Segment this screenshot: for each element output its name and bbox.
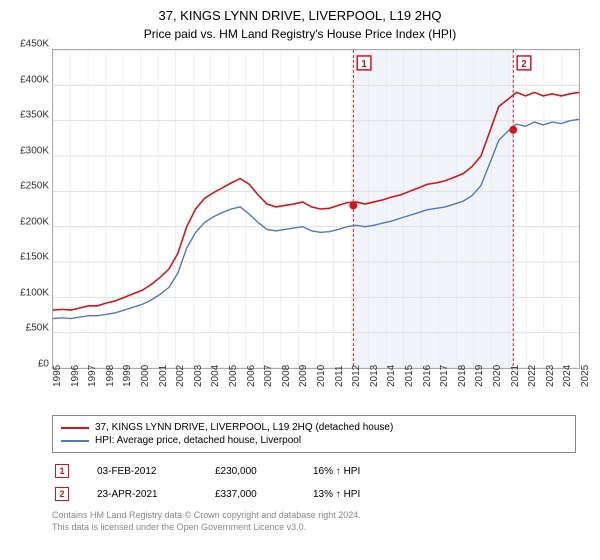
x-tick-label: 2020 — [492, 365, 503, 387]
x-tick-label: 2022 — [527, 365, 538, 387]
chart-subtitle: Price paid vs. HM Land Registry's House … — [12, 27, 588, 41]
y-tick-label: £0 — [38, 359, 49, 370]
chart-title: 37, KINGS LYNN DRIVE, LIVERPOOL, L19 2HQ — [12, 8, 588, 23]
chart-svg: 12 — [53, 50, 579, 368]
y-tick-label: £400K — [20, 74, 49, 85]
x-tick-label: 2007 — [263, 365, 274, 387]
x-tick-label: 2016 — [422, 365, 433, 387]
legend-box: 37, KINGS LYNN DRIVE, LIVERPOOL, L19 2HQ… — [52, 415, 576, 453]
x-tick-label: 2009 — [298, 365, 309, 387]
legend-swatch — [61, 427, 89, 429]
x-tick-label: 1996 — [70, 365, 81, 387]
marker-row: 1 03-FEB-2012 £230,000 16% ↑ HPI — [52, 461, 576, 481]
legend-label: HPI: Average price, detached house, Live… — [95, 435, 301, 446]
x-tick-label: 2015 — [404, 365, 415, 387]
x-tick-label: 2008 — [281, 365, 292, 387]
x-tick-label: 2013 — [369, 365, 380, 387]
x-tick-label: 2004 — [210, 365, 221, 387]
x-tick-label: 2021 — [510, 365, 521, 387]
marker-price: £230,000 — [215, 466, 285, 477]
marker-pct: 13% ↑ HPI — [313, 489, 360, 500]
y-tick-label: £300K — [20, 145, 49, 156]
x-tick-label: 2011 — [334, 365, 345, 387]
y-tick-label: £450K — [20, 39, 49, 50]
x-tick-label: 2010 — [316, 365, 327, 387]
marker-table: 1 03-FEB-2012 £230,000 16% ↑ HPI 2 23-APR… — [52, 461, 576, 504]
x-tick-label: 1998 — [105, 365, 116, 387]
marker-num-box: 2 — [55, 487, 69, 501]
x-tick-label: 2024 — [562, 365, 573, 387]
y-tick-label: £100K — [20, 287, 49, 298]
legend-item: 37, KINGS LYNN DRIVE, LIVERPOOL, L19 2HQ… — [61, 422, 567, 433]
attribution-text: Contains HM Land Registry data © Crown c… — [52, 510, 576, 533]
attribution-line-1: Contains HM Land Registry data © Crown c… — [52, 510, 576, 522]
y-tick-label: £350K — [20, 110, 49, 121]
y-tick-label: £150K — [20, 252, 49, 263]
x-axis-labels: 1995199619971998199920002001200220032004… — [52, 369, 580, 407]
x-tick-label: 2023 — [545, 365, 556, 387]
x-tick-label: 1997 — [87, 365, 98, 387]
marker-date: 03-FEB-2012 — [97, 466, 187, 477]
x-tick-label: 2002 — [175, 365, 186, 387]
x-tick-label: 2025 — [580, 365, 591, 387]
x-tick-label: 2018 — [457, 365, 468, 387]
x-tick-label: 2003 — [193, 365, 204, 387]
svg-text:1: 1 — [361, 59, 367, 70]
marker-price: £337,000 — [215, 489, 285, 500]
x-tick-label: 2014 — [386, 365, 397, 387]
marker-date: 23-APR-2021 — [97, 489, 187, 500]
chart-plot-area: £0£50K£100K£150K£200K£250K£300K£350K£400… — [52, 49, 580, 369]
y-tick-label: £50K — [26, 323, 49, 334]
x-tick-label: 2000 — [140, 365, 151, 387]
x-tick-label: 2019 — [474, 365, 485, 387]
x-tick-label: 2012 — [351, 365, 362, 387]
x-tick-label: 2017 — [439, 365, 450, 387]
svg-text:2: 2 — [521, 59, 527, 70]
x-tick-label: 2006 — [246, 365, 257, 387]
x-tick-label: 1995 — [52, 365, 63, 387]
legend-item: HPI: Average price, detached house, Live… — [61, 435, 567, 446]
x-tick-label: 2005 — [228, 365, 239, 387]
marker-pct: 16% ↑ HPI — [313, 466, 360, 477]
attribution-line-2: This data is licensed under the Open Gov… — [52, 522, 576, 534]
legend-label: 37, KINGS LYNN DRIVE, LIVERPOOL, L19 2HQ… — [95, 422, 393, 433]
y-tick-label: £250K — [20, 181, 49, 192]
marker-num-box: 1 — [55, 464, 69, 478]
y-axis-labels: £0£50K£100K£150K£200K£250K£300K£350K£400… — [13, 44, 51, 364]
marker-row: 2 23-APR-2021 £337,000 13% ↑ HPI — [52, 484, 576, 504]
x-tick-label: 2001 — [158, 365, 169, 387]
x-tick-label: 1999 — [122, 365, 133, 387]
legend-swatch — [61, 440, 89, 442]
y-tick-label: £200K — [20, 216, 49, 227]
